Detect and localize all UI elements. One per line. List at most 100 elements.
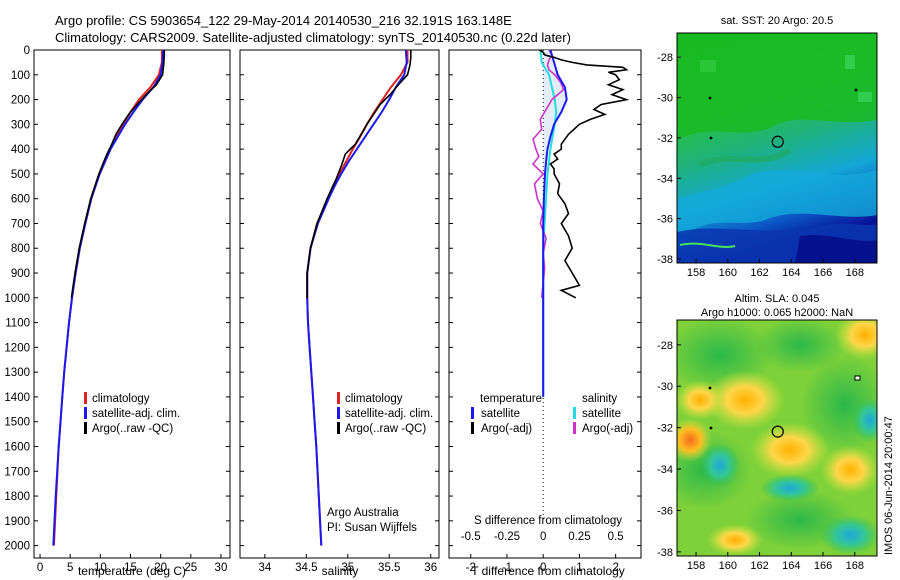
temperature-argo-line (70, 50, 166, 298)
title-line-2: Climatology: CARS2009. Satellite-adjuste… (55, 30, 571, 45)
y-tick-label: 200 (11, 95, 30, 107)
x-tick-label: 15 (124, 562, 137, 574)
lon-tick-label: 166 (814, 267, 832, 279)
y-tick-label: 400 (11, 144, 30, 156)
sst-map-frame (676, 32, 878, 264)
salinity-plot-area (239, 49, 440, 559)
imos-timestamp: IMOS 06-Jun-2014 20:00:47 (883, 416, 895, 555)
x-tick-label: 30 (215, 562, 228, 574)
sla-map-frame (676, 319, 878, 557)
y-tick-label: 1700 (4, 466, 30, 478)
sla-map-title-line-1: Altim. SLA: 0.045 (735, 293, 820, 305)
x-tick-label: -1 (502, 562, 512, 574)
temperature-tick-labels: 0 5 10 15 20 25 30 (37, 554, 228, 574)
x-tick-label: 0 (540, 562, 546, 574)
y-tick-label: 1400 (4, 392, 30, 404)
lon-tick-label: 158 (687, 560, 705, 572)
lat-tick-label: -28 (657, 52, 673, 64)
x2-tick-label: 0.5 (608, 531, 624, 543)
lon-tick-label: 158 (687, 267, 705, 279)
lon-tick-label: 168 (846, 560, 864, 572)
argo-position-marker (771, 135, 784, 148)
legend-swatch-satellite (84, 407, 87, 419)
legend-label-climatology: climatology (345, 393, 403, 405)
lon-tick-label: 160 (719, 267, 737, 279)
legend-swatch-climatology (337, 392, 340, 404)
satellite-difference-band (543, 50, 567, 397)
legend-title-temperature: temperature (480, 393, 542, 405)
y-tick-label: 700 (11, 218, 30, 230)
argo-position-marker (771, 425, 784, 438)
salinity-legend: climatology satellite-adj. clim. Argo(..… (337, 392, 433, 435)
legend-swatch-climatology (84, 392, 87, 404)
y-tick-label: 100 (11, 70, 30, 82)
x-tick-label: 36 (424, 562, 437, 574)
argo-australia-label: Argo Australia (327, 507, 399, 519)
salinity-panel: 34 34.5 35 35.5 36 climatology satellite-adj… (239, 49, 440, 578)
x2-tick-label: 0 (540, 531, 546, 543)
lat-tick-label: -36 (657, 505, 673, 517)
lat-tick-label: -38 (657, 254, 673, 266)
legend-label-s-satellite: satellite (582, 408, 621, 420)
temperature-legend: climatology satellite-adj. clim. Argo(..… (84, 392, 180, 435)
lat-tick-label: -30 (657, 381, 673, 393)
lat-tick-label: -32 (657, 423, 673, 435)
x-tick-label: 0 (37, 562, 43, 574)
y-tick-label: 1200 (4, 342, 30, 354)
sst-longitude-ticks: 158 160 162 164 166 168 (687, 259, 864, 279)
t-satellite-difference-line (542, 50, 568, 397)
s-difference-tick-labels: -0.5 -0.25 0 0.25 0.5 (461, 531, 624, 543)
x-tick-label: 34 (258, 562, 271, 574)
sla-map-title-line-2: Argo h1000: 0.065 h2000: NaN (701, 307, 853, 319)
legend-label-s-argo: Argo(-adj) (582, 423, 633, 435)
x-tick-label: 35.5 (378, 562, 400, 574)
y-tick-label: 800 (11, 243, 30, 255)
x-tick-label: 5 (67, 562, 73, 574)
x-tick-label: 10 (94, 562, 107, 574)
sla-longitude-ticks: 158 160 162 164 166 168 (687, 552, 864, 572)
lon-tick-label: 166 (814, 560, 832, 572)
y-tick-label: 900 (11, 268, 30, 280)
lon-tick-label: 162 (750, 560, 768, 572)
legend-swatch-argo (337, 422, 340, 434)
salinity-tick-labels: 34 34.5 35 35.5 36 (258, 554, 437, 574)
depth-tick-labels: 0 100 200 300 400 500 600 700 800 900 1000 1100 1200… (4, 45, 230, 553)
legend-swatch-satellite (337, 407, 340, 419)
x-tick-label: 20 (154, 562, 167, 574)
temperature-panel: 0100200300400500600700800900100011001200… (4, 45, 231, 578)
lat-tick-label: -32 (657, 133, 673, 145)
sst-map-image (677, 33, 877, 263)
legend-label-t-argo: Argo(-adj) (481, 423, 532, 435)
sla-latitude-ticks: -28 -30 -32 -34 -36 -38 (657, 340, 681, 559)
difference-plot-area (448, 49, 642, 559)
legend-title-salinity: salinity (582, 393, 617, 405)
sst-latitude-ticks: -28 -30 -32 -34 -36 -38 (657, 52, 681, 266)
legend-swatch-t-argo (471, 422, 474, 434)
y-tick-label: 1600 (4, 441, 30, 453)
y-tick-label: 1000 (4, 293, 30, 305)
x-tick-label: 34.5 (295, 562, 317, 574)
lat-tick-label: -34 (657, 173, 673, 185)
x-tick-label: 1 (576, 562, 582, 574)
lon-tick-label: 160 (719, 560, 737, 572)
lat-tick-label: -34 (657, 464, 673, 476)
legend-label-satellite: satellite-adj. clim. (345, 408, 433, 420)
lon-tick-label: 168 (846, 267, 864, 279)
x-tick-label: 2 (612, 562, 618, 574)
x-tick-label: 35 (341, 562, 354, 574)
sst-coast-dot-3 (854, 88, 858, 92)
sst-coast-dot-1 (708, 96, 712, 100)
sst-map-panel: sat. SST: 20 Argo: 20.5 -28-30-32-34-36-… (657, 15, 878, 279)
t-argo-difference-line (539, 50, 630, 299)
y-tick-label: 1300 (4, 367, 30, 379)
sla-coast-dot-2 (709, 426, 713, 430)
sst-coast-dot-2 (709, 136, 713, 140)
legend-swatch-t-satellite (471, 407, 474, 419)
temperature-plot-area (33, 49, 231, 559)
y-tick-label: 1500 (4, 417, 30, 429)
salinity-x-label: salinity (322, 564, 359, 578)
t-difference-tick-labels: -2 -1 0 1 2 (466, 554, 619, 574)
t-difference-label: T difference from climatology (471, 564, 625, 578)
salinity-depth-ticks (240, 49, 439, 547)
